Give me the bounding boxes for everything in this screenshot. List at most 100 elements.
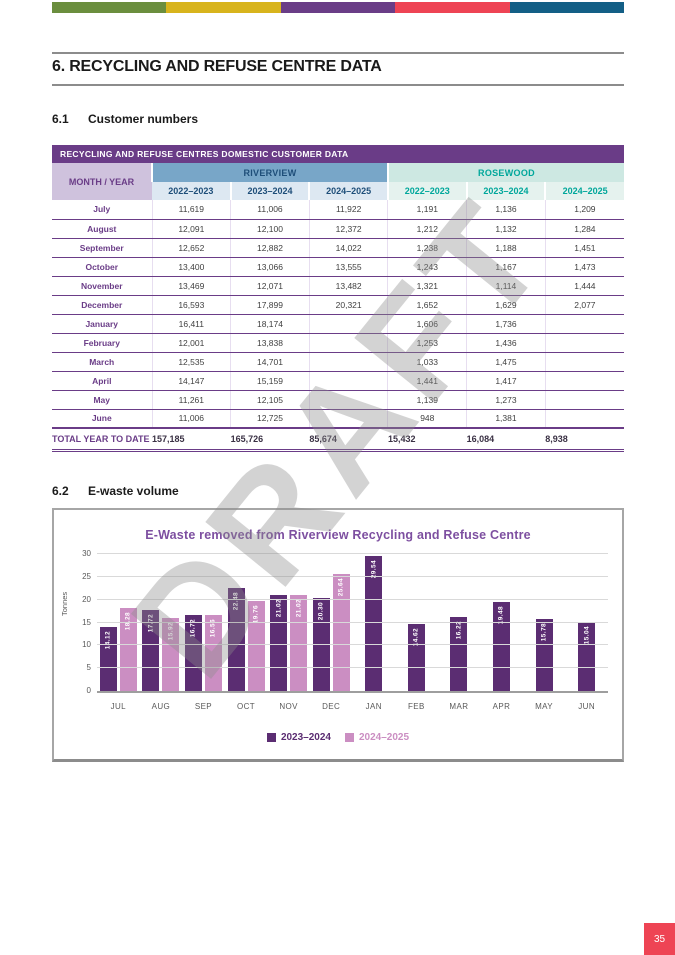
value-cell: 1,273 bbox=[466, 390, 546, 410]
value-cell: 12,725 bbox=[230, 409, 310, 429]
value-cell bbox=[544, 371, 624, 391]
value-cell bbox=[308, 333, 388, 353]
year-header: 2023–2024 bbox=[465, 182, 546, 200]
bar: 15.78 bbox=[535, 618, 553, 691]
legend-swatch-2024-2025 bbox=[345, 733, 354, 742]
bar: 17.72 bbox=[142, 610, 160, 691]
bar-group: 21.02 21.02 bbox=[267, 556, 310, 691]
value-cell bbox=[308, 409, 388, 429]
value-cell: 13,066 bbox=[230, 257, 310, 277]
x-tick-label: SEP bbox=[194, 702, 213, 711]
value-cell: 13,482 bbox=[308, 276, 388, 296]
section-heading: 6. RECYCLING AND REFUSE CENTRE DATA bbox=[52, 58, 382, 75]
x-tick-label: NOV bbox=[279, 702, 298, 711]
subsection-title: Customer numbers bbox=[88, 112, 199, 126]
value-cell bbox=[544, 314, 624, 334]
table-row: March 12,535 14,701 1,033 1,475 bbox=[52, 352, 624, 372]
heading-rule-bottom bbox=[52, 84, 624, 86]
bar-value-label: 22.48 bbox=[232, 592, 240, 611]
year-header: 2022–2023 bbox=[152, 182, 231, 200]
y-tick-label: 20 bbox=[82, 594, 91, 604]
month-cell: June bbox=[52, 409, 152, 429]
subsection-number: 6.2 bbox=[52, 484, 69, 498]
value-cell: 1,139 bbox=[387, 390, 467, 410]
bar: 15.04 bbox=[578, 622, 596, 691]
value-cell: 948 bbox=[387, 409, 467, 429]
bar-value-label: 15.04 bbox=[583, 626, 591, 645]
table-body: July 11,619 11,006 11,922 1,191 1,136 1,209 Aug… bbox=[52, 200, 624, 429]
value-cell bbox=[544, 352, 624, 372]
bar: 18.28 bbox=[119, 607, 137, 691]
year-header: 2024–2025 bbox=[308, 182, 388, 200]
month-cell: November bbox=[52, 276, 152, 296]
y-tick-label: 30 bbox=[82, 549, 91, 558]
value-cell: 1,167 bbox=[466, 257, 546, 277]
value-cell: 1,033 bbox=[387, 352, 467, 372]
x-tick-label: JUL bbox=[110, 702, 126, 711]
month-cell: August bbox=[52, 219, 152, 239]
bar-group: 16.22 bbox=[438, 556, 481, 691]
x-tick-label: OCT bbox=[236, 702, 256, 711]
bar: 22.48 bbox=[227, 588, 245, 691]
total-value: 8,938 bbox=[545, 427, 624, 452]
gridline bbox=[97, 621, 608, 623]
value-cell: 1,451 bbox=[544, 238, 624, 258]
brand-bar-segment bbox=[52, 2, 167, 13]
bar-group: 17.72 15.92 bbox=[140, 556, 183, 691]
bar: 21.02 bbox=[270, 595, 288, 691]
y-tick-label: 10 bbox=[82, 640, 91, 650]
value-cell: 1,606 bbox=[387, 314, 467, 334]
month-cell: December bbox=[52, 295, 152, 315]
month-cell: March bbox=[52, 352, 152, 372]
value-cell: 11,261 bbox=[151, 390, 231, 410]
value-cell: 11,006 bbox=[151, 409, 231, 429]
value-cell: 12,652 bbox=[151, 238, 231, 258]
value-cell: 11,619 bbox=[151, 200, 231, 220]
brand-bar-segment bbox=[280, 2, 396, 13]
value-cell: 14,701 bbox=[230, 352, 310, 372]
value-cell: 1,417 bbox=[466, 371, 546, 391]
bar-value-label: 15.92 bbox=[167, 622, 175, 641]
bar-group: 16.72 16.56 bbox=[182, 556, 225, 691]
month-cell: September bbox=[52, 238, 152, 258]
value-cell: 1,243 bbox=[387, 257, 467, 277]
bar: 16.56 bbox=[204, 615, 222, 691]
value-cell: 1,188 bbox=[466, 238, 546, 258]
total-value: 85,674 bbox=[309, 427, 388, 452]
value-cell bbox=[308, 371, 388, 391]
subsection-heading-ewaste-volume: 6.2 E-waste volume bbox=[52, 484, 179, 498]
heading-rule-top bbox=[52, 52, 624, 54]
x-tick-label: APR bbox=[492, 702, 511, 711]
table-row: May 11,261 12,105 1,139 1,273 bbox=[52, 390, 624, 410]
bar: 21.02 bbox=[290, 595, 308, 691]
month-cell: April bbox=[52, 371, 152, 391]
bar-value-label: 17.72 bbox=[147, 614, 155, 633]
bar-value-label: 14.12 bbox=[104, 630, 112, 649]
bar-group: 14.62 bbox=[395, 556, 438, 691]
x-tick-label: AUG bbox=[151, 702, 171, 711]
table-row: April 14,147 15,159 1,441 1,417 bbox=[52, 371, 624, 391]
value-cell: 1,209 bbox=[544, 200, 624, 220]
page-number-badge: 35 bbox=[644, 923, 675, 955]
value-cell: 11,006 bbox=[230, 200, 310, 220]
table-row: June 11,006 12,725 948 1,381 bbox=[52, 409, 624, 429]
brand-color-bar bbox=[52, 2, 625, 13]
value-cell: 12,105 bbox=[230, 390, 310, 410]
x-tick-label: DEC bbox=[322, 702, 341, 711]
value-cell: 1,284 bbox=[544, 219, 624, 239]
value-cell: 1,441 bbox=[387, 371, 467, 391]
bar-value-label: 15.78 bbox=[540, 622, 548, 642]
bar: 29.54 bbox=[365, 556, 383, 691]
legend-item-2023-2024: 2023–2024 bbox=[266, 732, 331, 743]
value-cell: 1,321 bbox=[387, 276, 467, 296]
value-cell: 12,071 bbox=[230, 276, 310, 296]
brand-bar-segment bbox=[166, 2, 281, 13]
month-cell: October bbox=[52, 257, 152, 277]
value-cell: 12,535 bbox=[151, 352, 231, 372]
brand-bar-segment bbox=[395, 2, 510, 13]
value-cell bbox=[544, 333, 624, 353]
bar: 19.48 bbox=[492, 602, 510, 691]
y-tick-label: 0 bbox=[86, 686, 91, 695]
table-row: October 13,400 13,066 13,555 1,243 1,167 1,473 bbox=[52, 257, 624, 277]
